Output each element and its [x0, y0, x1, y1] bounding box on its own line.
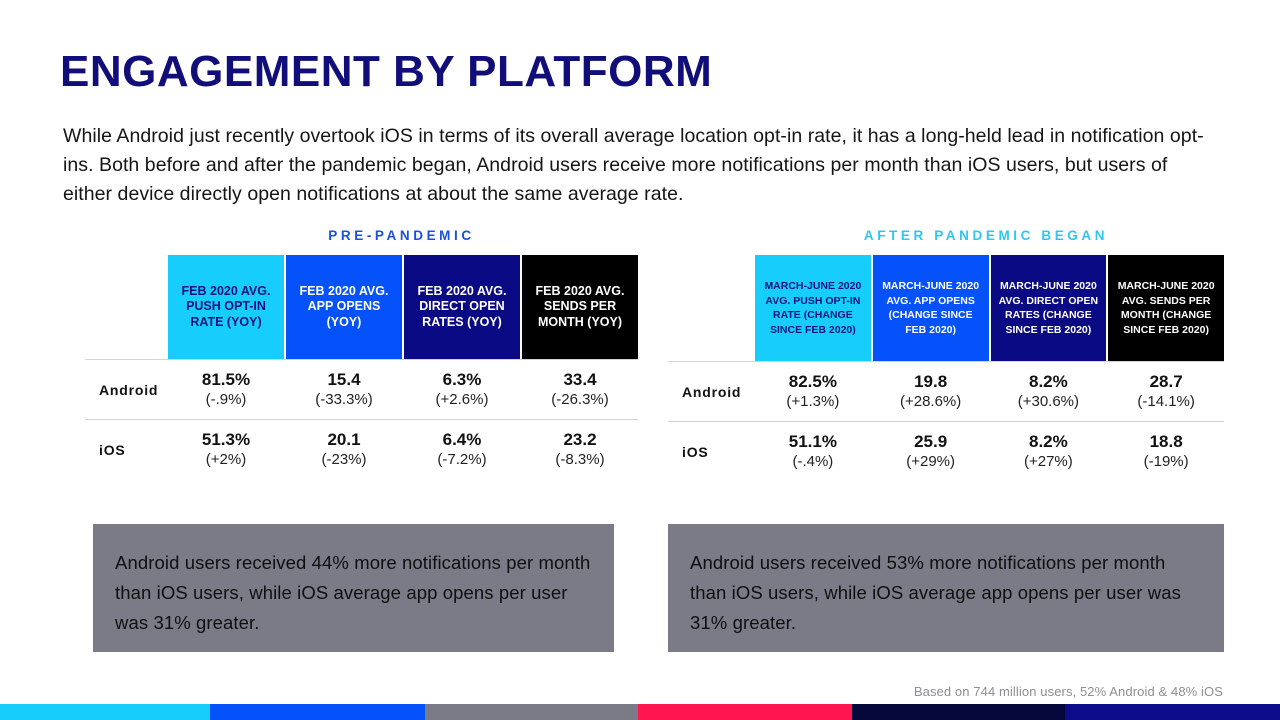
cell-change: (+1.3%)	[786, 392, 840, 410]
cell-change: (-.4%)	[792, 452, 834, 470]
cell-value: 82.5%	[788, 371, 837, 391]
cell-change: (-33.3%)	[315, 390, 373, 408]
cell-ios-sends-month: 23.2 (-8.3%)	[522, 430, 638, 470]
cell-value: 19.8	[914, 371, 948, 391]
cell-value: 18.8	[1149, 431, 1183, 451]
cell-android-app-opens: 15.4 (-33.3%)	[286, 370, 402, 410]
color-bar-segment-1	[0, 704, 210, 720]
column-header-sends-month: MARCH-JUNE 2020 AVG. SENDS PER MONTH (CH…	[1108, 255, 1224, 361]
cell-ios-sends-month: 18.8 (-19%)	[1108, 432, 1224, 472]
column-header-push-optin: MARCH-JUNE 2020 AVG. PUSH OPT-IN RATE (C…	[755, 255, 871, 361]
row-label-android: Android	[99, 381, 159, 398]
cell-change: (+28.6%)	[899, 392, 962, 410]
color-bar-segment-2	[210, 704, 425, 720]
cell-android-push-optin: 81.5% (-.9%)	[168, 370, 284, 410]
cell-change: (-8.3%)	[555, 450, 605, 468]
cell-android-sends-month: 28.7 (-14.1%)	[1108, 372, 1224, 412]
cell-value: 51.1%	[788, 431, 837, 451]
cell-change: (-7.2%)	[437, 450, 487, 468]
table-header-row-after-pandemic: MARCH-JUNE 2020 AVG. PUSH OPT-IN RATE (C…	[668, 255, 1224, 361]
cell-change: (-26.3%)	[551, 390, 609, 408]
color-bar-segment-6	[1065, 704, 1280, 720]
column-header-app-opens: MARCH-JUNE 2020 AVG. APP OPENS (CHANGE S…	[872, 255, 989, 361]
row-label-ios: iOS	[99, 441, 126, 458]
column-header-sends-month: FEB 2020 AVG. SENDS PER MONTH (YOY)	[522, 255, 638, 359]
footnote-source: Based on 744 million users, 52% Android …	[913, 684, 1223, 699]
cell-value: 51.3%	[201, 429, 251, 449]
table-header-row-pre-pandemic: FEB 2020 AVG. PUSH OPT-IN RATE (YOY) FEB…	[85, 255, 638, 359]
column-header-app-opens: FEB 2020 AVG. APP OPENS (YOY)	[286, 255, 402, 359]
cell-change: (+2.6%)	[435, 390, 489, 408]
callout-text: Android users received 53% more notifica…	[690, 552, 1181, 633]
color-bar-segment-3	[425, 704, 638, 720]
cell-change: (-.9%)	[205, 390, 247, 408]
row-label-android: Android	[682, 383, 742, 400]
panel-label-after-pandemic: AFTER PANDEMIC BEGAN	[863, 228, 1109, 243]
cell-change: (-23%)	[321, 450, 367, 468]
cell-ios-app-opens: 25.9 (+29%)	[873, 432, 989, 472]
callout-box-pre-pandemic: Android users received 44% more notifica…	[93, 524, 614, 652]
column-header-direct-open: FEB 2020 AVG. DIRECT OPEN RATES (YOY)	[404, 255, 520, 359]
header-corner-spacer	[668, 255, 755, 361]
cell-change: (-14.1%)	[1137, 392, 1195, 410]
panel-label-pre-pandemic: PRE-PANDEMIC	[328, 228, 475, 243]
page-title: ENGAGEMENT BY PLATFORM	[60, 47, 713, 96]
cell-ios-direct-open: 6.4% (-7.2%)	[404, 430, 520, 470]
cell-ios-direct-open: 8.2% (+27%)	[991, 432, 1107, 472]
table-row: Android 82.5% (+1.3%) 19.8 (+28.6%) 8.2%…	[668, 361, 1224, 421]
cell-change: (+2%)	[205, 450, 247, 468]
cell-value: 81.5%	[201, 369, 251, 389]
column-header-direct-open: MARCH-JUNE 2020 AVG. DIRECT OPEN RATES (…	[990, 255, 1107, 361]
cell-value: 8.2%	[1029, 431, 1068, 451]
cell-ios-push-optin: 51.1% (-.4%)	[755, 432, 871, 472]
color-bar-segment-5	[852, 704, 1065, 720]
cell-value: 6.4%	[442, 429, 482, 449]
cell-change: (+30.6%)	[1017, 392, 1080, 410]
panel-after-pandemic: AFTER PANDEMIC BEGAN MARCH-JUNE 2020 AVG…	[668, 228, 1224, 481]
table-row: iOS 51.3% (+2%) 20.1 (-23%) 6.4% (-7.2%)…	[85, 419, 638, 479]
cell-value: 20.1	[327, 429, 361, 449]
cell-android-app-opens: 19.8 (+28.6%)	[873, 372, 989, 412]
cell-value: 33.4	[563, 369, 597, 389]
cell-value: 6.3%	[442, 369, 482, 389]
bottom-color-bar	[0, 704, 1280, 720]
row-label-ios: iOS	[682, 443, 709, 460]
intro-paragraph: While Android just recently overtook iOS…	[63, 125, 1204, 205]
column-header-push-optin: FEB 2020 AVG. PUSH OPT-IN RATE (YOY)	[168, 255, 284, 359]
cell-ios-app-opens: 20.1 (-23%)	[286, 430, 402, 470]
callout-box-after-pandemic: Android users received 53% more notifica…	[668, 524, 1224, 652]
cell-change: (-19%)	[1143, 452, 1189, 470]
cell-change: (+27%)	[1023, 452, 1073, 470]
cell-android-direct-open: 6.3% (+2.6%)	[404, 370, 520, 410]
cell-value: 25.9	[914, 431, 948, 451]
cell-android-sends-month: 33.4 (-26.3%)	[522, 370, 638, 410]
cell-value: 28.7	[1149, 371, 1183, 391]
panel-pre-pandemic: PRE-PANDEMIC FEB 2020 AVG. PUSH OPT-IN R…	[85, 228, 638, 479]
cell-value: 15.4	[327, 369, 361, 389]
cell-android-direct-open: 8.2% (+30.6%)	[991, 372, 1107, 412]
cell-value: 8.2%	[1029, 371, 1068, 391]
header-corner-spacer	[85, 255, 168, 359]
cell-change: (+29%)	[906, 452, 956, 470]
table-row: iOS 51.1% (-.4%) 25.9 (+29%) 8.2% (+27%)…	[668, 421, 1224, 481]
cell-android-push-optin: 82.5% (+1.3%)	[755, 372, 871, 412]
cell-value: 23.2	[563, 429, 597, 449]
color-bar-segment-4	[638, 704, 852, 720]
callout-text: Android users received 44% more notifica…	[115, 552, 591, 633]
cell-ios-push-optin: 51.3% (+2%)	[168, 430, 284, 470]
table-row: Android 81.5% (-.9%) 15.4 (-33.3%) 6.3% …	[85, 359, 638, 419]
